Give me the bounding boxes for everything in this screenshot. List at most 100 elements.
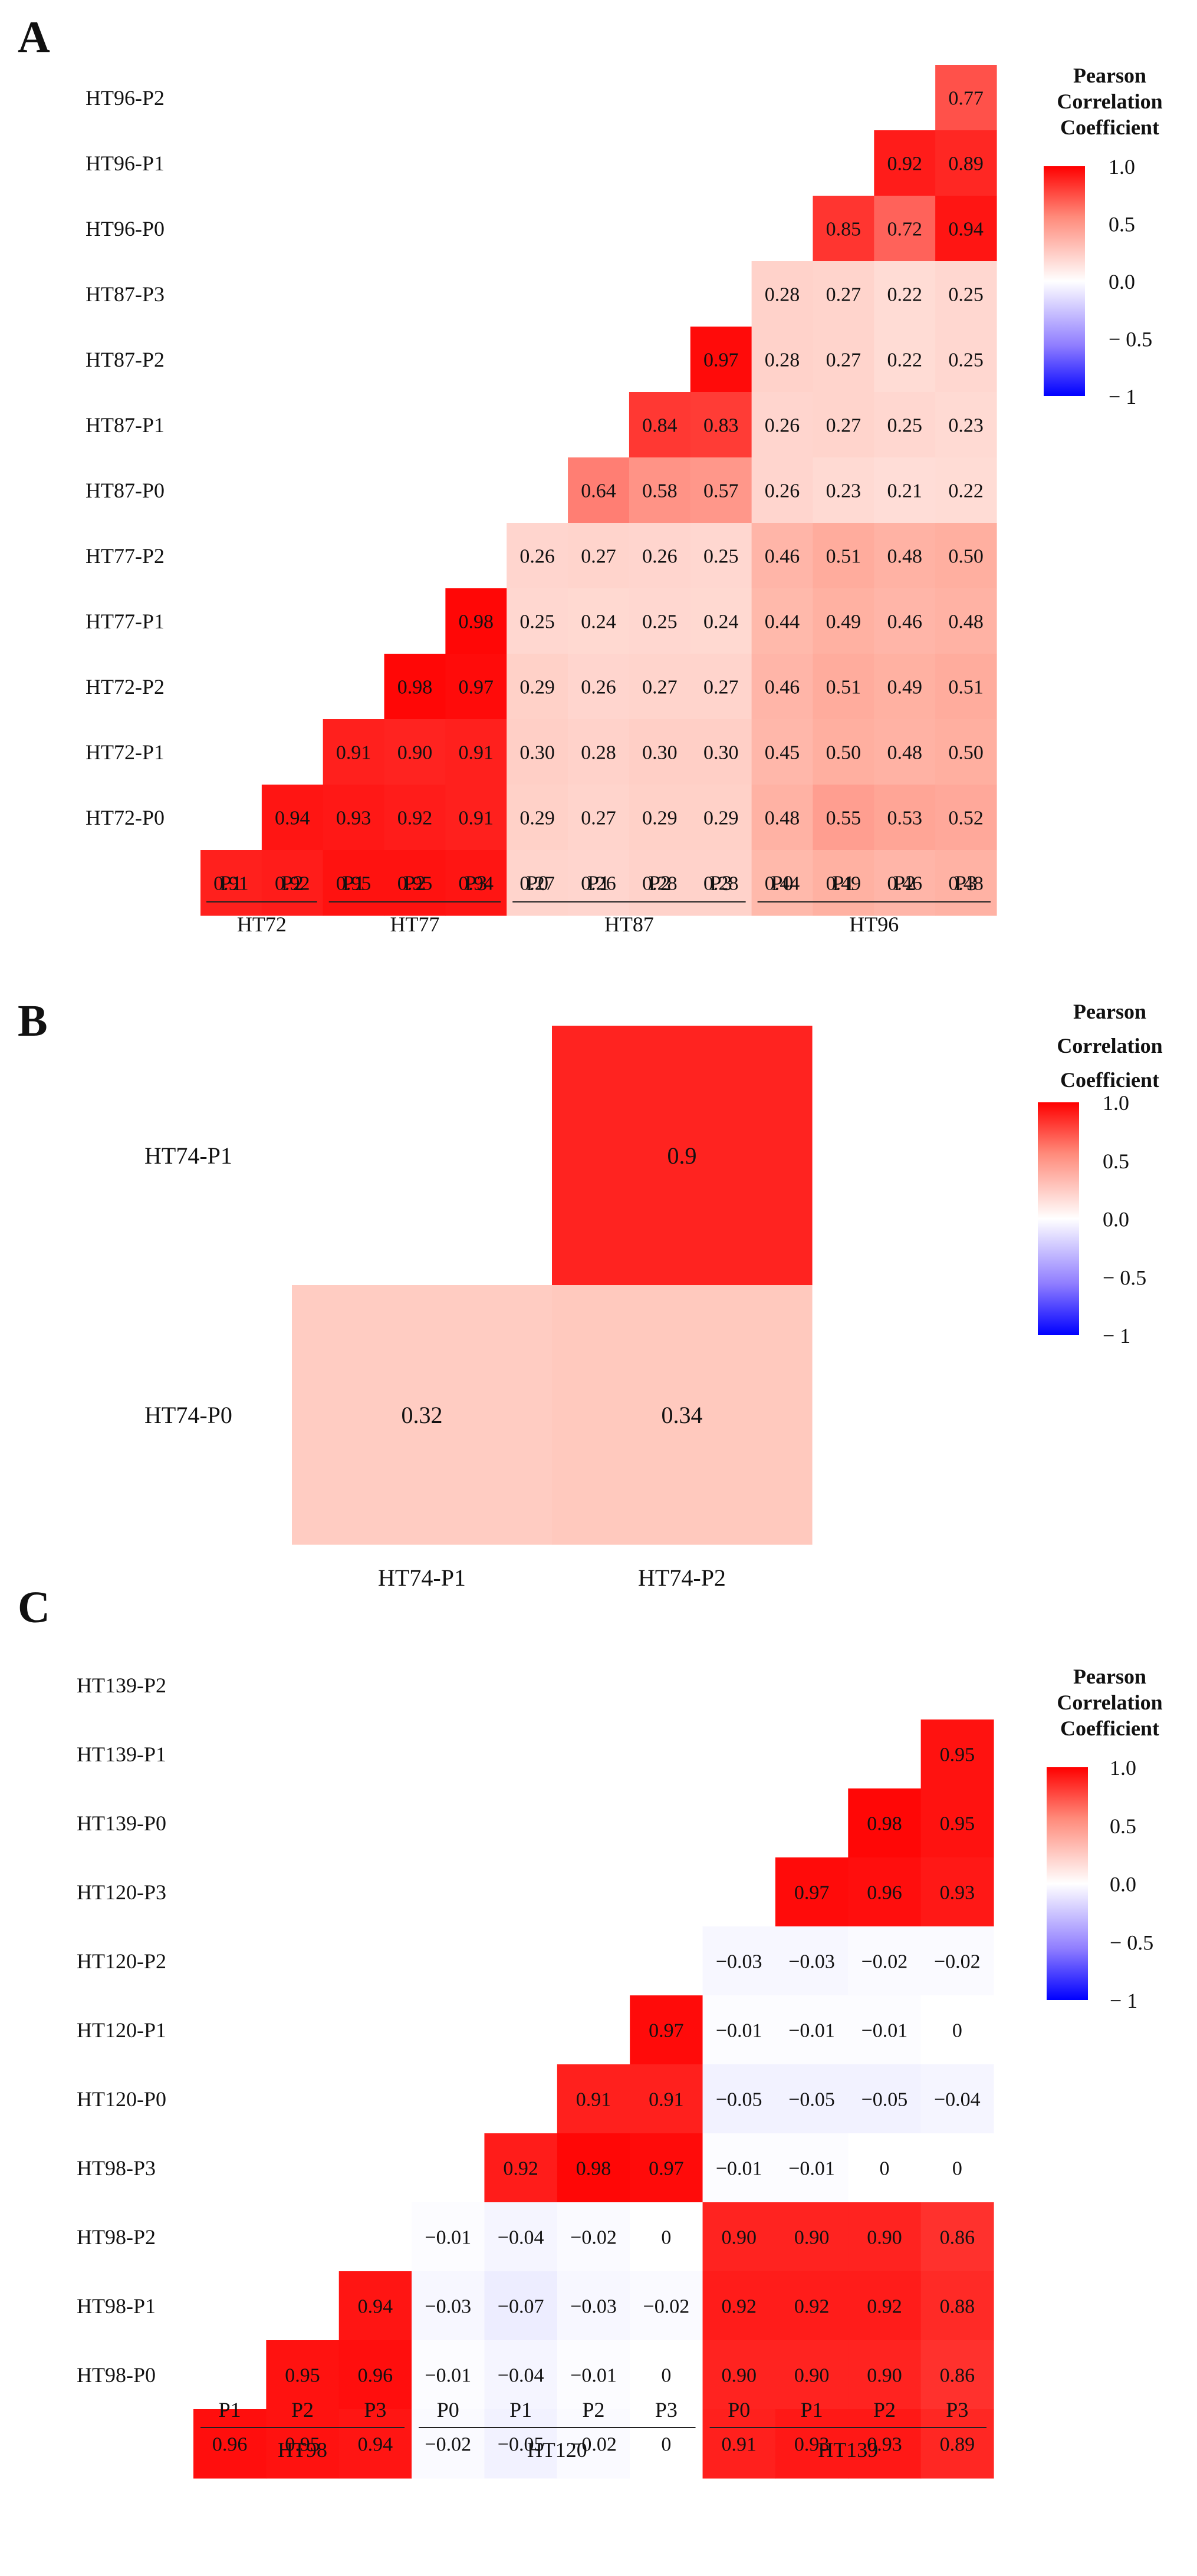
heatmap-cell (568, 457, 630, 523)
cell-value-label: 0.92 (275, 872, 310, 894)
cell-value-label: 0.28 (642, 872, 678, 894)
row-label: HT74-P1 (144, 1142, 232, 1169)
panel-a: A 0.770.92 0.890.85 0.72 0.940.28 0.27 0.22 0.… (18, 12, 1163, 936)
heatmap-cell (629, 392, 691, 458)
cell-value-label: 0 (661, 2226, 671, 2248)
cell-value-label: −0.02 (570, 2226, 617, 2248)
heatmap-cell (848, 2133, 922, 2203)
heatmap-cell (507, 654, 568, 720)
cell-value-label: 0.94 (275, 807, 310, 829)
heatmap-cell (557, 2409, 630, 2479)
heatmap-cell (557, 2202, 630, 2272)
heatmap-cell (507, 523, 568, 589)
heatmap-cell (751, 261, 814, 327)
heatmap-cell (874, 457, 936, 523)
column-label: P0 (526, 871, 548, 895)
cell-value-label: 0.90 (721, 2226, 757, 2248)
cell-value-label: 0.94 (358, 2295, 393, 2317)
heatmap-cell (874, 654, 936, 720)
panel-c: C 0.95 0.98 0.95 0.97 0.96 0.93 −0.03 −0.03 −0.0… (18, 1583, 1163, 2479)
legend-tick-label: 0.5 (1103, 1149, 1129, 1173)
cell-value-label: 0.93 (336, 807, 371, 829)
column-label: P0 (771, 871, 794, 895)
cell-value-label: 0.96 (867, 1882, 902, 1903)
heatmap-cell (935, 196, 997, 262)
cell-value-label: 0 (952, 2020, 962, 2041)
heatmap-cell (552, 1285, 813, 1545)
heatmap-cell (874, 130, 936, 196)
cell-value-label: 0.27 (581, 807, 616, 829)
cell-value-label: 0.91 (576, 2089, 611, 2110)
cell-value-label: 0.9 (667, 1142, 697, 1169)
cell-value-label: 0.85 (826, 218, 861, 240)
cell-value-label: 0 (661, 2433, 671, 2455)
heatmap-cell (813, 654, 874, 720)
heatmap-cell (507, 719, 568, 785)
row-label: HT139-P1 (77, 1742, 166, 1766)
cell-value-label: −0.01 (425, 2364, 471, 2386)
heatmap-cell (630, 1995, 703, 2065)
cell-value-label: 0 (661, 2364, 671, 2386)
heatmap-cell (775, 2409, 849, 2479)
heatmap-cell (412, 2202, 485, 2272)
heatmap-cell (690, 327, 752, 393)
heatmap-cell (630, 2271, 703, 2341)
heatmap-cell (338, 2340, 412, 2410)
heatmap-cell (848, 2064, 922, 2134)
legend-tick-label: − 1 (1109, 385, 1136, 409)
row-label: HT72-P0 (86, 806, 165, 829)
heatmap-cell (384, 785, 446, 851)
cell-value-label: 0.91 (721, 2433, 757, 2455)
heatmap-cell (813, 719, 874, 785)
row-label: HT98-P1 (77, 2294, 156, 2318)
heatmap-cell (557, 2340, 630, 2410)
heatmap-cell (813, 850, 874, 916)
heatmap-cell (751, 588, 814, 654)
cell-value-label: 0.25 (642, 611, 678, 633)
heatmap-cell (775, 1857, 849, 1927)
heatmap-cell (813, 457, 874, 523)
heatmap-cell (702, 2133, 776, 2203)
heatmap-cell (920, 2340, 994, 2410)
cell-value-label: 0.51 (826, 676, 861, 698)
heatmap-cell (751, 392, 814, 458)
heatmap-cell (848, 1857, 922, 1927)
cell-value-label: 0.89 (948, 153, 984, 174)
legend-tick-label: 1.0 (1110, 1756, 1136, 1780)
heatmap-cell (813, 327, 874, 393)
heatmap-cell (690, 523, 752, 589)
cell-value-label: −0.02 (861, 1951, 908, 1972)
cell-value-label: 0.27 (826, 349, 861, 371)
column-label: P2 (873, 2398, 896, 2422)
cell-value-label: 0.72 (887, 218, 922, 240)
cell-value-label: 0.44 (765, 872, 800, 894)
cell-value-label: 0.22 (887, 284, 922, 305)
cell-value-label: 0.98 (397, 676, 433, 698)
cell-value-label: −0.02 (425, 2433, 471, 2455)
panel-label-b: B (18, 996, 48, 1046)
color-legend: Pearson Correlation Coefficient 1.0 0.5 0.0 − … (1047, 1665, 1163, 2012)
heatmap-cell (751, 785, 814, 851)
cell-value-label: −0.01 (570, 2364, 617, 2386)
cell-value-label: −0.05 (716, 2089, 762, 2110)
heatmap-cell (935, 457, 997, 523)
cell-value-label: 0.55 (826, 807, 861, 829)
cell-value-label: 0.25 (703, 545, 739, 567)
heatmap-cell (552, 1026, 813, 1286)
heatmap-cell (445, 654, 507, 720)
heatmap-cell (935, 785, 997, 851)
cell-value-label: 0.98 (576, 2157, 611, 2179)
heatmap-cell (874, 261, 936, 327)
cell-value-label: 0.77 (948, 87, 984, 109)
heatmap-cell (920, 1719, 994, 1789)
row-label: HT120-P1 (77, 2018, 166, 2042)
heatmap-cell (775, 2202, 849, 2272)
heatmap-cell (266, 2409, 340, 2479)
cell-value-label: 0.30 (703, 742, 739, 763)
column-label: P2 (291, 2398, 314, 2422)
column-labels: P1 P2 P3 P0 P1 P2 P3 P0 P1 P2 P3 (219, 2398, 969, 2422)
heatmap-cell (323, 850, 385, 916)
cell-value-label: −0.03 (716, 1951, 762, 1972)
heatmap-cell (445, 850, 507, 916)
cell-value-label: 0.24 (703, 611, 739, 633)
